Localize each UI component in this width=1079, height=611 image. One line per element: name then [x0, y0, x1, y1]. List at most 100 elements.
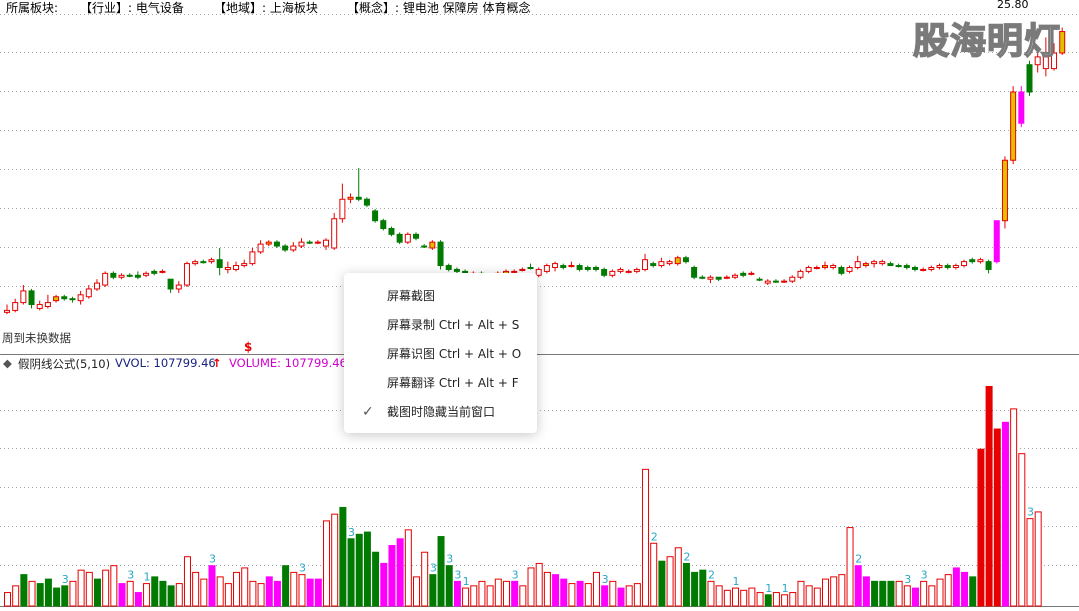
candle-body	[118, 274, 125, 278]
indicator-toggle-icon[interactable]: ◆	[3, 356, 12, 370]
menu-item-recognize[interactable]: 屏幕识图 Ctrl + Alt + O	[344, 341, 537, 367]
volume-bar	[143, 583, 151, 607]
candle-body	[944, 265, 951, 268]
candle-body	[20, 290, 27, 304]
volume-bar	[478, 580, 486, 607]
candle-body	[772, 280, 779, 283]
volume-bar	[494, 578, 502, 607]
volume-bar-label: 3	[62, 573, 69, 586]
volume-bar	[617, 587, 625, 607]
volume-bar	[453, 580, 461, 607]
volume-bar-label: 1	[463, 575, 470, 588]
price-high-label: 25.80	[997, 0, 1029, 11]
volume-bar	[666, 556, 674, 607]
candle-body	[642, 259, 649, 270]
volume-bar	[813, 587, 821, 607]
volume-bar	[772, 592, 780, 607]
volume-bar	[44, 578, 52, 607]
candle-body	[429, 241, 436, 249]
volume-value: VOLUME: 107799.46	[229, 356, 347, 370]
volume-bar	[118, 583, 126, 607]
volume-bar-label: 3	[921, 568, 928, 581]
volume-bar	[1001, 421, 1009, 607]
menu-item-hide-window[interactable]: ✓ 截图时隐藏当前窗口	[344, 399, 537, 425]
candle-body	[854, 261, 861, 268]
volume-bar-label: 1	[733, 575, 740, 588]
candle-body	[993, 220, 1000, 263]
candle-body	[1059, 31, 1066, 54]
candle-body	[216, 259, 223, 269]
concept-label[interactable]: 【概念】: 锂电池 保障房 体育概念	[347, 1, 531, 15]
candle-body	[445, 265, 452, 270]
volume-bar	[77, 569, 85, 607]
candle-body	[290, 245, 297, 251]
candle-body	[813, 267, 820, 269]
candle-body	[552, 263, 559, 269]
volume-bar	[862, 576, 870, 607]
volume-bar	[224, 583, 232, 607]
volume-bar	[920, 580, 928, 607]
volume-bar	[445, 565, 453, 607]
volume-bar	[36, 583, 44, 607]
candle-body	[4, 309, 10, 313]
volume-bar	[331, 513, 339, 607]
candle-body	[241, 263, 248, 267]
region-label[interactable]: 【地域】: 上海板块	[214, 1, 318, 15]
volume-bar	[625, 585, 633, 607]
candle-body	[404, 233, 411, 243]
candle-body	[805, 267, 812, 272]
candle-body	[437, 241, 444, 267]
candle-body	[797, 270, 804, 278]
candle-body	[936, 265, 943, 268]
volume-bar	[609, 580, 617, 607]
candle-body	[355, 196, 362, 200]
candle-body	[658, 261, 665, 267]
volume-bar	[192, 571, 200, 607]
volume-bar	[306, 578, 314, 607]
volume-bar	[838, 574, 846, 607]
volume-bar	[486, 585, 494, 607]
menu-item-record[interactable]: 屏幕录制 Ctrl + Alt + S	[344, 312, 537, 338]
candle-body	[249, 251, 256, 265]
candle-body	[200, 261, 207, 264]
volume-bar	[216, 576, 224, 607]
candle-body	[175, 284, 182, 290]
volume-bar-label: 3	[209, 553, 216, 566]
volume-bar	[903, 585, 911, 607]
candle-body	[1034, 56, 1041, 66]
up-arrow-icon: ↑	[212, 356, 222, 370]
candlestick-series	[4, 27, 1066, 315]
volume-bar	[879, 580, 887, 607]
volume-bar	[126, 580, 134, 607]
candle-body	[666, 261, 673, 265]
volume-bar	[282, 565, 290, 607]
volume-bar	[249, 580, 257, 607]
volume-bar-label: 3	[127, 568, 134, 581]
menu-item-translate[interactable]: 屏幕翻译 Ctrl + Alt + F	[344, 370, 537, 396]
candle-body	[413, 233, 419, 239]
menu-item-label: 截图时隐藏当前窗口	[387, 405, 496, 419]
volume-bar	[805, 585, 813, 607]
volume-bar	[1018, 453, 1026, 607]
volume-bar	[1026, 518, 1034, 607]
candle-body	[347, 196, 354, 200]
candle-body	[952, 265, 959, 268]
volume-bar	[682, 562, 690, 607]
candle-body	[53, 296, 60, 302]
volume-bar	[756, 592, 764, 607]
candle-body	[380, 220, 387, 229]
volume-bar	[789, 592, 797, 607]
volume-bar	[691, 571, 699, 607]
volume-bar	[470, 585, 478, 607]
indicator-name[interactable]: 假阴线公式(5,10)	[18, 357, 111, 371]
menu-item-screenshot[interactable]: 屏幕截图	[344, 283, 537, 309]
candle-body	[576, 265, 583, 270]
industry-label[interactable]: 【行业】: 电气设备	[80, 1, 184, 15]
volume-bar-label: 3	[512, 568, 519, 581]
candle-body	[846, 267, 853, 272]
candle-body	[61, 296, 68, 300]
candle-body	[331, 218, 338, 249]
volume-bar	[4, 592, 11, 607]
